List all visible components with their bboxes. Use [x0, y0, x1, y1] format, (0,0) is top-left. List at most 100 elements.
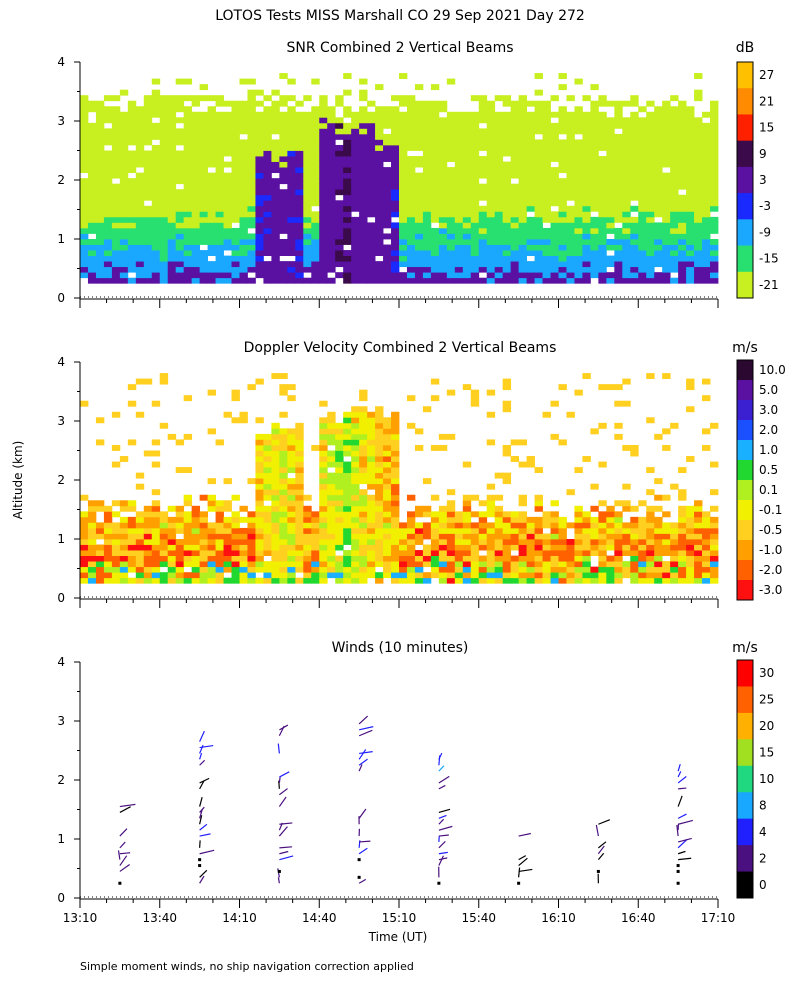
heatmap-cell — [335, 250, 343, 256]
heatmap-cell — [351, 195, 359, 201]
heatmap-cell — [383, 561, 391, 567]
heatmap-cell — [638, 184, 646, 190]
heatmap-cell — [240, 261, 248, 267]
heatmap-cell — [527, 556, 535, 562]
heatmap-cell — [263, 462, 271, 468]
heatmap-cell — [559, 145, 567, 151]
heatmap-cell — [662, 106, 670, 112]
heatmap-cell — [439, 211, 447, 217]
heatmap-cell — [630, 189, 638, 195]
heatmap-cell — [598, 267, 606, 273]
heatmap-cell — [343, 239, 351, 245]
heatmap-cell — [487, 539, 495, 545]
heatmap-cell — [200, 250, 208, 256]
heatmap-cell — [311, 233, 319, 239]
heatmap-cell — [487, 545, 495, 551]
y-tick-label: 4 — [57, 355, 65, 369]
heatmap-cell — [654, 239, 662, 245]
heatmap-cell — [375, 406, 383, 412]
heatmap-cell — [144, 517, 152, 523]
heatmap-cell — [566, 267, 574, 273]
heatmap-cell — [503, 245, 511, 251]
heatmap-cell — [176, 128, 184, 134]
heatmap-cell — [535, 112, 543, 118]
heatmap-cell — [303, 128, 311, 134]
heatmap-cell — [662, 567, 670, 573]
heatmap-cell — [343, 156, 351, 162]
heatmap-cell — [511, 278, 519, 284]
heatmap-cell — [263, 567, 271, 573]
heatmap-cell — [431, 272, 439, 278]
heatmap-cell — [407, 578, 415, 584]
heatmap-cell — [96, 128, 104, 134]
heatmap-cell — [710, 195, 718, 201]
heatmap-cell — [439, 578, 447, 584]
heatmap-cell — [271, 195, 279, 201]
heatmap-cell — [551, 245, 559, 251]
heatmap-cell — [208, 567, 216, 573]
heatmap-cell — [247, 112, 255, 118]
heatmap-cell — [638, 206, 646, 212]
heatmap-cell — [144, 162, 152, 168]
heatmap-cell — [535, 145, 543, 151]
heatmap-cell — [710, 123, 718, 129]
heatmap-cell — [128, 211, 136, 217]
wind-barb — [279, 823, 292, 824]
heatmap-cell — [287, 123, 295, 129]
wind-barb — [200, 778, 210, 783]
heatmap-cell — [359, 451, 367, 457]
heatmap-cell — [104, 239, 112, 245]
heatmap-cell — [614, 278, 622, 284]
heatmap-cell — [479, 117, 487, 123]
heatmap-cell — [200, 572, 208, 578]
heatmap-cell — [263, 439, 271, 445]
heatmap-cell — [319, 428, 327, 434]
heatmap-cell — [279, 506, 287, 512]
winds-panel-title: Winds (10 minutes) — [332, 640, 469, 656]
heatmap-cell — [606, 572, 614, 578]
wind-barb — [200, 731, 205, 742]
heatmap-cell — [694, 73, 702, 79]
heatmap-cell — [646, 578, 654, 584]
wind-barb — [120, 807, 131, 813]
heatmap-cell — [112, 206, 120, 212]
heatmap-cell — [240, 556, 248, 562]
heatmap-cell — [511, 106, 519, 112]
heatmap-cell — [232, 173, 240, 179]
heatmap-cell — [263, 217, 271, 223]
heatmap-cell — [120, 567, 128, 573]
heatmap-cell — [455, 139, 463, 145]
heatmap-cell — [96, 528, 104, 534]
x-tick-label: 13:10 — [63, 911, 98, 925]
heatmap-cell — [543, 134, 551, 140]
heatmap-cell — [287, 556, 295, 562]
heatmap-cell — [407, 117, 415, 123]
heatmap-cell — [630, 539, 638, 545]
heatmap-cell — [383, 184, 391, 190]
heatmap-cell — [335, 539, 343, 545]
heatmap-cell — [630, 173, 638, 179]
heatmap-cell — [351, 428, 359, 434]
heatmap-cell — [527, 250, 535, 256]
heatmap-cell — [287, 145, 295, 151]
heatmap-cell — [375, 462, 383, 468]
heatmap-cell — [311, 106, 319, 112]
heatmap-cell — [686, 178, 694, 184]
heatmap-cell — [96, 233, 104, 239]
heatmap-cell — [479, 239, 487, 245]
heatmap-cell — [335, 489, 343, 495]
heatmap-cell — [598, 112, 606, 118]
heatmap-cell — [503, 239, 511, 245]
heatmap-cell — [471, 495, 479, 501]
heatmap-cell — [638, 533, 646, 539]
heatmap-cell — [88, 533, 96, 539]
heatmap-cell — [527, 189, 535, 195]
heatmap-cell — [184, 117, 192, 123]
heatmap-cell — [176, 545, 184, 551]
heatmap-cell — [303, 167, 311, 173]
heatmap-cell — [279, 211, 287, 217]
heatmap-cell — [232, 395, 240, 401]
heatmap-cell — [112, 567, 120, 573]
heatmap-cell — [614, 522, 622, 528]
